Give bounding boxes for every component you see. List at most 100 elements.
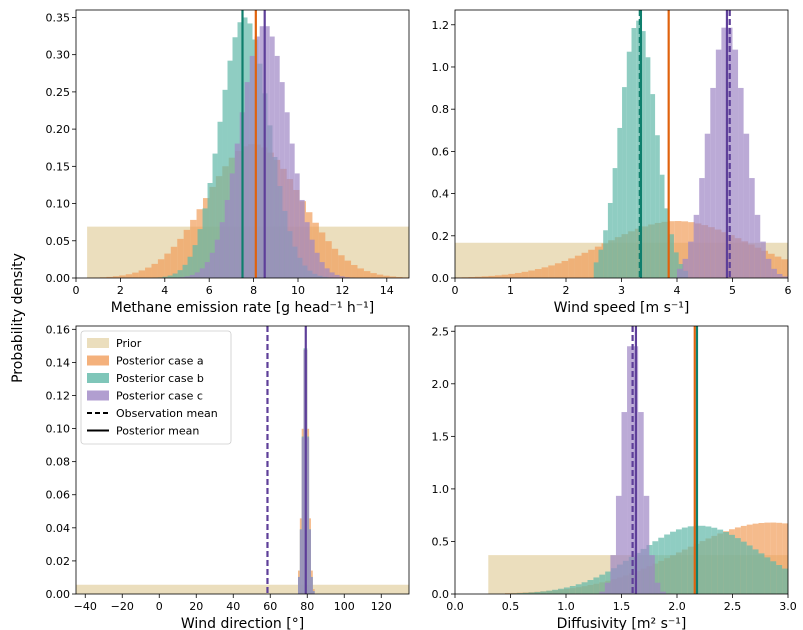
hist-bar-case-b xyxy=(599,574,606,594)
hist-bar-case-b xyxy=(652,541,659,594)
hist-bar-case-a xyxy=(177,238,184,278)
hist-bar-case-a xyxy=(164,253,171,278)
y-tick-label: 0.5 xyxy=(432,535,450,548)
x-tick-label: 6 xyxy=(206,284,213,297)
hist-bar-case-c xyxy=(704,133,711,278)
hist-bar-case-b xyxy=(569,585,576,594)
hist-bar-case-c xyxy=(749,178,755,278)
hist-bar-case-c xyxy=(189,274,195,278)
y-tick-label: 0.6 xyxy=(432,145,450,158)
y-tick-label: 0.10 xyxy=(46,198,71,211)
hist-bar-case-b xyxy=(587,580,594,594)
hist-bar-case-c xyxy=(738,87,744,278)
x-tick-label: −20 xyxy=(111,600,134,613)
y-tick-label: 1.0 xyxy=(432,61,450,74)
hist-bar-case-b xyxy=(659,174,665,278)
hist-bar-case-c xyxy=(269,36,275,278)
hist-bar-case-c xyxy=(344,277,350,278)
panel-bottom-right: 0.0 0.5 1.0 1.5 2.0 2.5 3.0 0.0 0.5 1.0 1.5 2.0 2.5 D… xyxy=(432,325,797,630)
hist-bar-case-a xyxy=(170,246,178,278)
hist-bar-case-c xyxy=(660,591,666,594)
x-tick-label: 14 xyxy=(380,284,394,297)
hist-bar-case-c xyxy=(259,26,265,278)
hist-bar-case-b xyxy=(617,127,623,278)
hist-bar-case-c xyxy=(638,412,644,594)
plot-area xyxy=(455,10,788,278)
hist-bar-case-c xyxy=(319,262,325,278)
hist-bar-case-a xyxy=(548,265,555,278)
hist-bar-case-c xyxy=(244,82,250,278)
hist-bar-case-a xyxy=(396,276,403,278)
y-tick-label: 0.08 xyxy=(46,456,71,469)
hist-bar-case-b xyxy=(202,208,208,278)
x-tick-label: 2.5 xyxy=(724,600,742,613)
y-axis-label: Probability density xyxy=(10,253,26,383)
y-tick-label: 0.30 xyxy=(46,49,71,62)
hist-bar-case-c xyxy=(688,241,694,278)
hist-bar-case-b xyxy=(603,230,608,278)
hist-bar-case-a xyxy=(521,271,529,278)
x-tick-label: 1.5 xyxy=(613,600,631,613)
hist-bar-case-c xyxy=(771,268,777,278)
x-tick-label: 3.0 xyxy=(779,600,797,613)
hist-bar-case-a xyxy=(494,275,502,278)
hist-bar-case-b xyxy=(723,531,730,594)
y-tick-label: 1.5 xyxy=(432,430,450,443)
hist-bar-case-c xyxy=(264,26,270,278)
hist-bar-case-b xyxy=(192,245,198,278)
legend-label: Observation mean xyxy=(116,407,218,420)
hist-bar-case-b xyxy=(522,592,529,594)
hist-bar-case-a xyxy=(474,276,482,278)
prior-bar xyxy=(76,584,409,594)
hist-bar-case-c xyxy=(303,349,306,594)
hist-bar-case-b xyxy=(734,538,741,594)
hist-bar-case-a xyxy=(674,221,682,278)
y-tick-label: 0.20 xyxy=(46,123,71,136)
hist-bar-case-c xyxy=(184,276,190,278)
hist-bar-case-b xyxy=(636,20,641,278)
hist-bar-case-c xyxy=(299,529,302,594)
hist-bar-case-a xyxy=(376,274,384,278)
hist-bar-case-b xyxy=(563,587,570,594)
y-tick-label: 0.16 xyxy=(46,323,71,336)
hist-bar-case-b xyxy=(681,527,688,594)
y-tick-label: 0.06 xyxy=(46,489,71,502)
legend: Prior Posterior case a Posterior case b Pos… xyxy=(80,330,232,445)
hist-bar-case-c xyxy=(301,437,304,594)
legend-label: Posterior case b xyxy=(116,372,204,385)
y-tick-label: 1.0 xyxy=(432,483,450,496)
hist-bar-case-a xyxy=(594,246,602,278)
hist-bar-case-a xyxy=(138,270,146,278)
hist-bar-case-c xyxy=(298,577,300,594)
hist-bar-case-c xyxy=(309,239,315,278)
x-tick-label: 2 xyxy=(563,284,570,297)
hist-bar-case-b xyxy=(593,262,599,278)
hist-bar-case-c xyxy=(199,268,205,278)
hist-bar-case-c xyxy=(682,258,689,278)
hist-bar-case-b xyxy=(705,526,712,594)
hist-bar-case-c xyxy=(279,82,285,278)
hist-bar-case-a xyxy=(363,271,371,278)
hist-bar-case-a xyxy=(151,263,158,278)
hist-bar-case-c xyxy=(782,276,788,278)
hist-bar-case-b xyxy=(782,568,788,594)
hist-bar-case-b xyxy=(612,168,618,278)
hist-bar-case-b xyxy=(546,590,553,594)
y-tick-label: 0.0 xyxy=(432,272,450,285)
hist-bar-case-c xyxy=(249,55,255,278)
hist-bar-case-a xyxy=(344,260,352,278)
hist-bar-case-b xyxy=(655,135,660,278)
hist-bar-case-a xyxy=(776,522,783,594)
hist-bar-case-b xyxy=(217,121,223,278)
hist-bar-case-c xyxy=(307,437,310,594)
hist-bar-case-c xyxy=(310,577,313,594)
x-tick-label: 4 xyxy=(161,284,168,297)
hist-bar-case-a xyxy=(681,221,689,278)
x-tick-label: 0 xyxy=(73,284,80,297)
x-tick-label: 1.0 xyxy=(557,600,575,613)
legend-label: Prior xyxy=(116,337,142,350)
x-tick-label: 4 xyxy=(674,284,681,297)
hist-bar-case-c xyxy=(204,262,210,278)
hist-bar-case-b xyxy=(222,89,228,278)
